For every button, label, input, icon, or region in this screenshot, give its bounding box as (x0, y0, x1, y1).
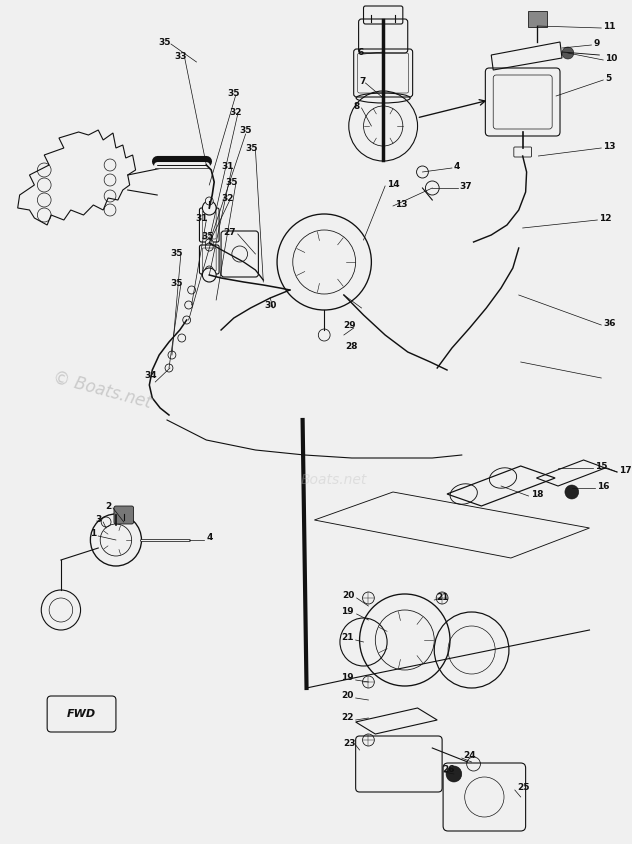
Text: 2: 2 (105, 501, 111, 511)
Text: 18: 18 (530, 490, 543, 499)
Text: 5: 5 (605, 73, 611, 83)
Circle shape (565, 485, 579, 499)
Text: 16: 16 (597, 481, 610, 490)
Text: 35: 35 (239, 126, 252, 134)
Text: 1: 1 (90, 529, 96, 538)
Text: 13: 13 (395, 199, 408, 208)
Text: 22: 22 (341, 713, 354, 722)
Text: 4: 4 (454, 161, 460, 170)
Text: 26: 26 (442, 766, 454, 775)
Text: 30: 30 (265, 301, 277, 311)
Text: 12: 12 (599, 214, 612, 223)
Text: 32: 32 (221, 193, 234, 203)
Circle shape (188, 286, 195, 294)
Text: 19: 19 (341, 608, 354, 616)
Text: 9: 9 (593, 39, 600, 47)
Text: 15: 15 (595, 462, 608, 470)
Text: 33: 33 (174, 51, 186, 61)
Text: Boats.net: Boats.net (301, 473, 367, 487)
Text: 20: 20 (343, 592, 355, 600)
FancyBboxPatch shape (114, 506, 133, 524)
Text: 14: 14 (387, 180, 399, 188)
Text: 24: 24 (464, 751, 477, 760)
Text: 32: 32 (229, 107, 241, 116)
Text: 37: 37 (460, 181, 473, 191)
Circle shape (562, 47, 574, 59)
Text: 4: 4 (206, 533, 213, 543)
Circle shape (168, 351, 176, 359)
Text: 28: 28 (345, 342, 358, 350)
Text: 10: 10 (605, 53, 617, 62)
Text: 25: 25 (517, 783, 529, 793)
Text: 35: 35 (225, 177, 238, 187)
Text: FWD: FWD (67, 709, 96, 719)
Text: 35: 35 (159, 37, 171, 46)
Circle shape (165, 364, 173, 372)
Circle shape (185, 301, 193, 309)
Text: 31: 31 (196, 214, 209, 223)
Text: 31: 31 (221, 161, 234, 170)
Text: 35: 35 (170, 279, 183, 288)
Circle shape (205, 266, 213, 274)
Circle shape (205, 197, 213, 205)
Text: © Boats.net: © Boats.net (51, 368, 154, 412)
Text: 35: 35 (228, 89, 240, 98)
Text: 35: 35 (202, 231, 214, 241)
Text: 11: 11 (603, 21, 616, 30)
Text: 21: 21 (341, 634, 354, 642)
Text: 8: 8 (353, 101, 360, 111)
Text: 36: 36 (603, 318, 616, 327)
FancyBboxPatch shape (528, 11, 547, 27)
Text: 35: 35 (170, 248, 183, 257)
Text: 20: 20 (341, 691, 354, 701)
Text: 27: 27 (223, 228, 236, 236)
Text: 23: 23 (343, 738, 356, 748)
Circle shape (205, 243, 213, 251)
Text: 3: 3 (95, 516, 101, 524)
Text: 35: 35 (245, 143, 257, 153)
Circle shape (446, 766, 462, 782)
Circle shape (183, 316, 191, 324)
Circle shape (202, 268, 216, 282)
Circle shape (178, 334, 186, 342)
Text: 29: 29 (343, 322, 356, 331)
Text: 17: 17 (619, 466, 631, 474)
Text: 19: 19 (341, 674, 354, 683)
Text: 34: 34 (145, 371, 157, 380)
Text: 6: 6 (357, 47, 363, 57)
Text: 21: 21 (436, 593, 449, 603)
Text: 7: 7 (359, 77, 365, 85)
Circle shape (202, 201, 216, 215)
Text: 13: 13 (603, 142, 616, 150)
Circle shape (205, 239, 213, 247)
Circle shape (205, 271, 213, 279)
